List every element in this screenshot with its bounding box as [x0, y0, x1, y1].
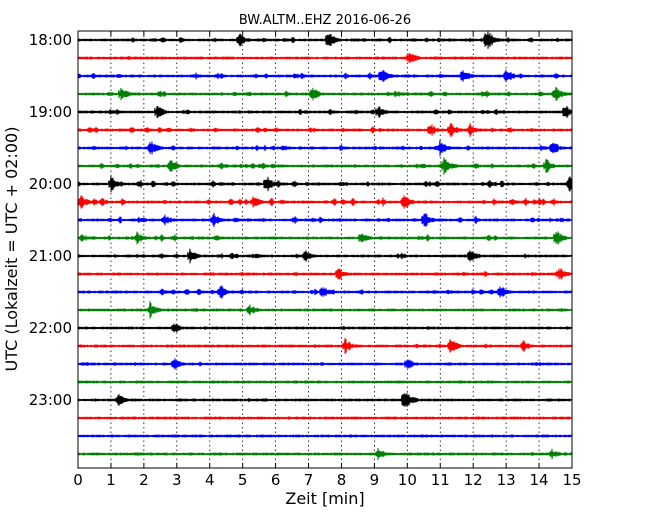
x-tick-label: 8 [337, 471, 347, 489]
x-axis-label: Zeit [min] [285, 489, 364, 508]
x-tick-label: 12 [464, 471, 483, 489]
x-tick-label: 10 [398, 471, 417, 489]
ticks: 0 1 2 3 4 5 6 7 8 9 10 11 12 13 14 1518:0019:0020:0021:… [29, 31, 582, 489]
trace-line [77, 31, 572, 49]
trace-line [77, 323, 572, 333]
x-tick-label: 2 [139, 471, 149, 489]
trace-line [77, 212, 572, 228]
y-tick-label: 23:00 [29, 391, 72, 409]
trace-line [77, 231, 572, 245]
trace-line [77, 122, 572, 138]
y-tick-label: 21:00 [29, 247, 72, 265]
trace-line [77, 301, 572, 319]
trace-line [77, 157, 572, 175]
y-tick-label: 18:00 [29, 31, 72, 49]
x-tick-label: 3 [172, 471, 182, 489]
trace-line [77, 69, 572, 83]
trace-line [77, 105, 572, 119]
x-tick-label: 13 [497, 471, 516, 489]
trace-line [77, 416, 572, 420]
trace-line [77, 268, 572, 280]
x-tick-label: 6 [271, 471, 281, 489]
trace-line [77, 447, 572, 461]
trace-line [77, 248, 572, 264]
x-tick-label: 5 [238, 471, 248, 489]
trace-line [77, 139, 572, 157]
y-tick-label: 22:00 [29, 319, 72, 337]
x-tick-label: 11 [431, 471, 450, 489]
x-tick-label: 0 [73, 471, 83, 489]
y-tick-label: 20:00 [29, 175, 72, 193]
plot-frame [77, 30, 573, 469]
traces [77, 31, 572, 461]
x-tick-label: 9 [370, 471, 380, 489]
trace-line [77, 86, 572, 102]
x-tick-label: 4 [205, 471, 215, 489]
x-tick-label: 1 [106, 471, 116, 489]
trace-line [77, 337, 572, 355]
trace-line [77, 392, 572, 408]
x-tick-label: 7 [304, 471, 314, 489]
grid [110, 31, 540, 468]
x-tick-label: 14 [530, 471, 549, 489]
trace-line [77, 195, 572, 209]
trace-line [77, 380, 572, 384]
x-tick-label: 15 [562, 471, 581, 489]
trace-line [77, 175, 572, 193]
y-axis-label: UTC (Lokalzeit = UTC + 02:00) [2, 127, 21, 372]
trace-line [77, 285, 572, 299]
trace-line [77, 358, 572, 370]
trace-line [77, 434, 572, 438]
chart-title: BW.ALTM..EHZ 2016-06-26 [239, 13, 411, 28]
trace-line [77, 53, 572, 63]
y-tick-label: 19:00 [29, 103, 72, 121]
